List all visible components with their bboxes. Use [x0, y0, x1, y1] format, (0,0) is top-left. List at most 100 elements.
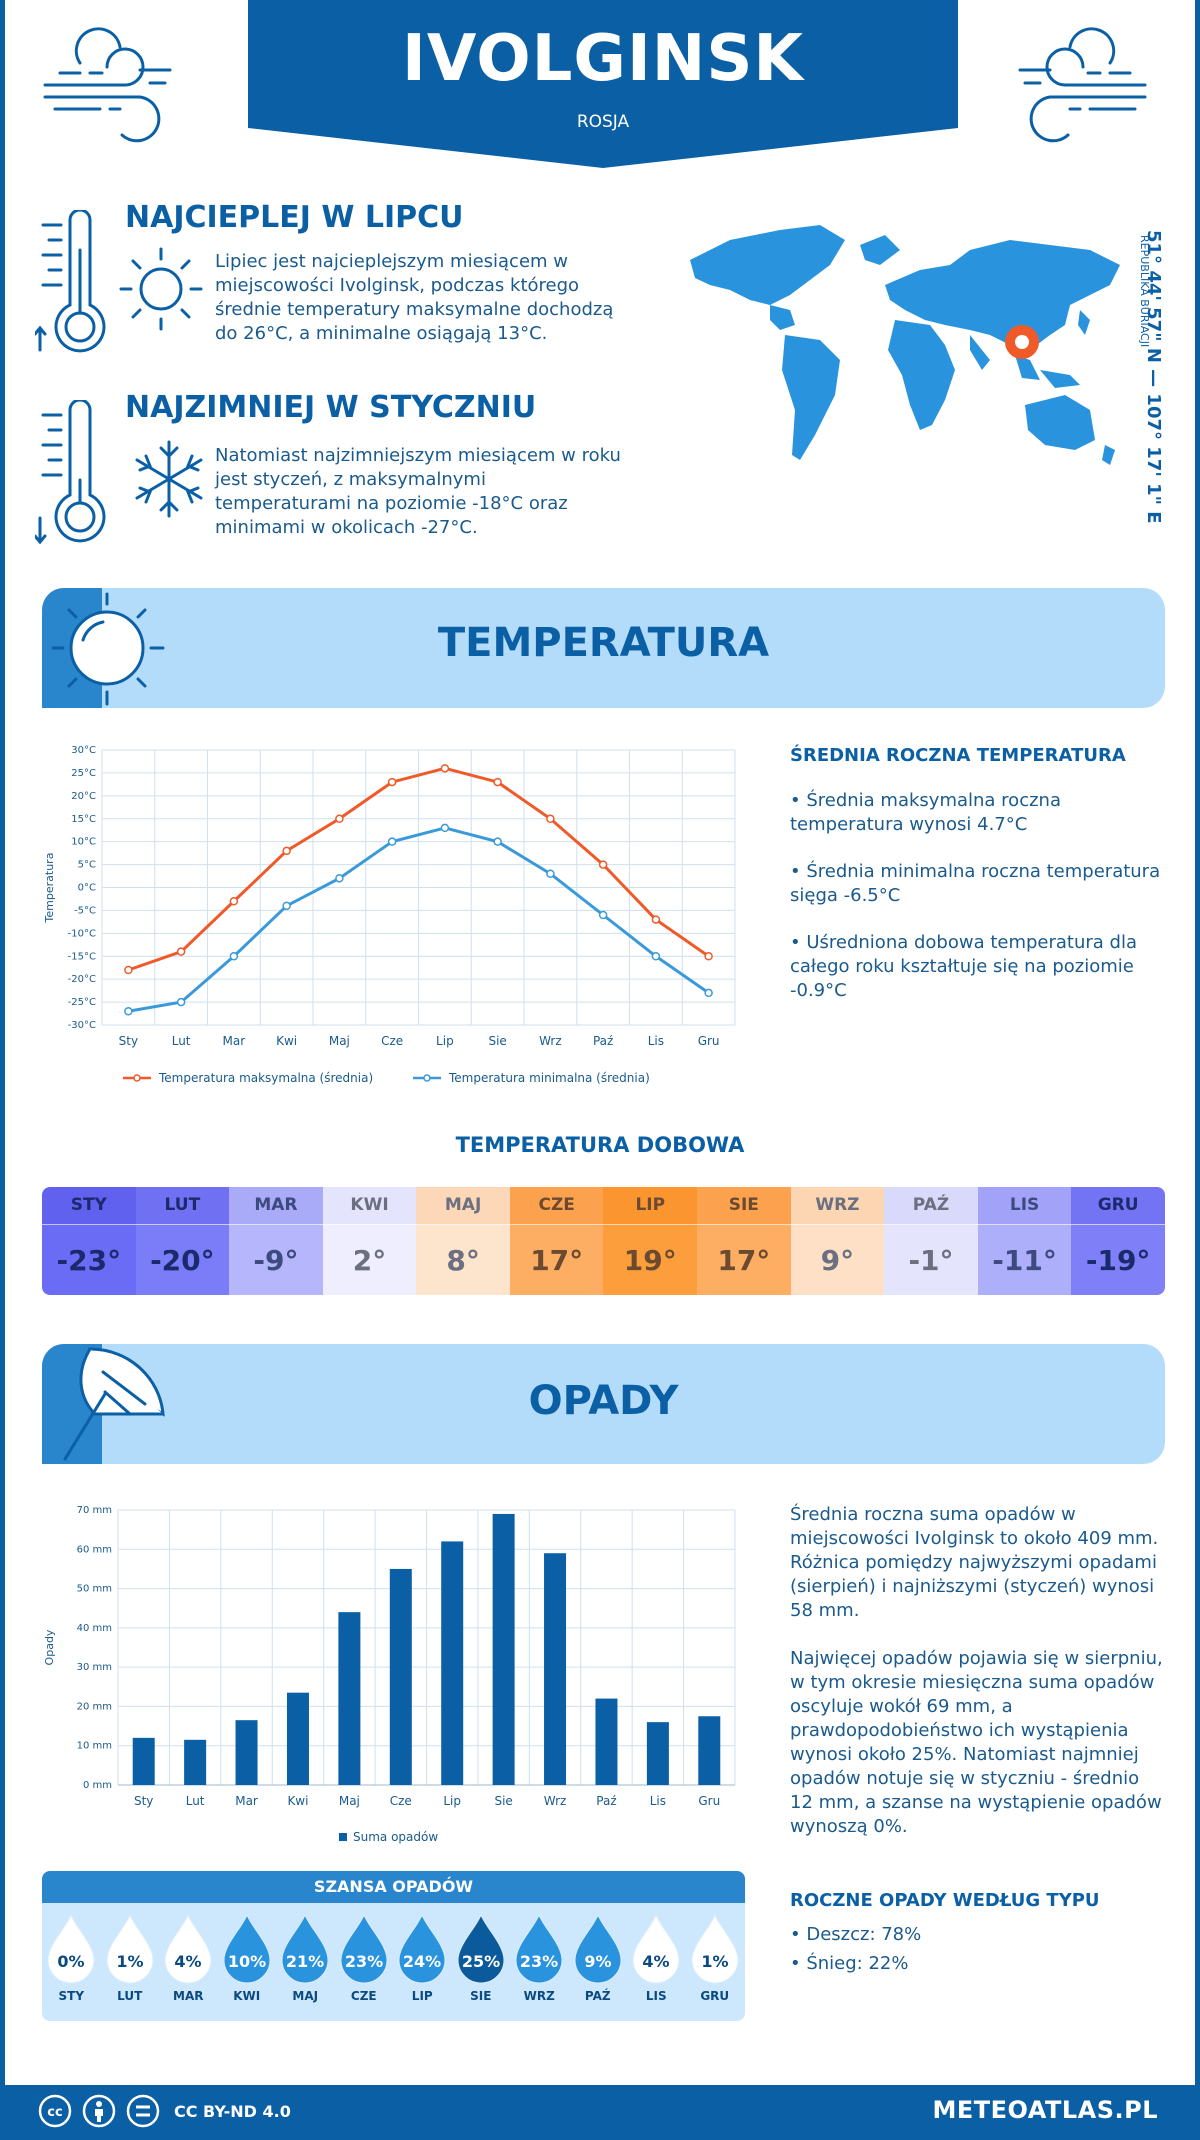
- thermometer-hot-icon: [35, 210, 106, 353]
- daily-temp-value: -20°: [135, 1224, 230, 1295]
- raindrop-icon: 23%: [340, 1913, 388, 1984]
- chance-value: 1%: [701, 1952, 728, 1971]
- daily-temp-value: 17°: [697, 1224, 791, 1295]
- temperature-title: TEMPERATURA: [437, 620, 770, 666]
- y-tick-label: 25°C: [71, 768, 96, 779]
- snowflake-icon: [135, 440, 203, 518]
- daily-temp-column: STY -23°: [42, 1187, 136, 1295]
- x-tick-label: Gru: [698, 1794, 720, 1808]
- daily-temp-month: MAJ: [416, 1187, 510, 1224]
- license-label[interactable]: CC BY-ND 4.0: [174, 2101, 291, 2121]
- precip-bar: [698, 1716, 721, 1785]
- daily-temp-month: SIE: [697, 1187, 791, 1224]
- daily-temperature-table: STY -23° LUT -20° MAR -9° KWI 2° MAJ 8° CZE 17° LIP 1…: [42, 1187, 1165, 1295]
- x-tick-label: Lip: [436, 1034, 454, 1048]
- daily-temp-month: PAŹ: [884, 1187, 978, 1224]
- city-title: IVOLGINSK: [402, 22, 804, 96]
- site-link[interactable]: METEOATLAS.PL: [932, 2096, 1158, 2124]
- raindrop-shape: [281, 1913, 329, 1984]
- daily-temp-value: 2°: [322, 1224, 417, 1295]
- data-point: [493, 777, 502, 787]
- legend-swatch: [339, 1833, 347, 1841]
- warmest-text: Lipiec jest najcieplejszym miesiącem w m…: [215, 251, 614, 344]
- max-temp-line: [127, 766, 710, 972]
- svg-text:cc: cc: [47, 2105, 62, 2120]
- temperature-chart: 30°C 25°C 20°C 15°C 10°C 5°C 0°C -5°C -10°C -15°C…: [43, 745, 736, 1085]
- coldest-text: Natomiast najzimniejszym miesiącem w rok…: [215, 445, 621, 538]
- raindrop-shape: [223, 1913, 271, 1984]
- chance-month: MAR: [173, 1989, 204, 2003]
- chance-value: 10%: [228, 1952, 266, 1971]
- chance-value: 24%: [403, 1952, 441, 1971]
- raindrop-icon: 9%: [574, 1913, 622, 1984]
- chance-value: 25%: [462, 1952, 500, 1971]
- raindrop-icon: 0%: [47, 1913, 95, 1984]
- chance-item: 24% LIP: [393, 1913, 452, 2003]
- chance-month: KWI: [233, 1989, 261, 2003]
- x-tick-label: Lip: [443, 1794, 461, 1808]
- data-point: [704, 952, 713, 961]
- daily-temp-column: PAŹ -1°: [884, 1187, 978, 1295]
- raindrop-shape: [457, 1913, 505, 1984]
- daily-temp-column: GRU -19°: [1071, 1187, 1165, 1295]
- chance-month: MAJ: [292, 1989, 319, 2003]
- precip-type-snow: • Śnieg: 22%: [790, 1953, 909, 1974]
- raindrop-icon: 23%: [515, 1913, 563, 1984]
- x-tick-label: Cze: [390, 1794, 412, 1808]
- x-tick-label: Wrz: [539, 1034, 562, 1048]
- chance-month: PAŹ: [584, 1989, 611, 2003]
- legend-label: Suma opadów: [353, 1830, 438, 1844]
- raindrop-shape: [106, 1913, 154, 1984]
- daily-temp-month: GRU: [1071, 1187, 1165, 1224]
- y-tick-label: 60 mm: [77, 1544, 112, 1555]
- data-point: [176, 997, 186, 1007]
- data-point: [229, 897, 239, 906]
- daily-temp-month: LIP: [603, 1187, 698, 1224]
- sun-icon: [51, 592, 165, 706]
- data-point: [440, 764, 450, 773]
- temperature-band: [42, 588, 1165, 708]
- precip-bar: [235, 1720, 258, 1785]
- data-point: [546, 869, 555, 878]
- data-point: [704, 988, 713, 998]
- x-tick-label: Gru: [698, 1034, 720, 1048]
- no-derivatives-icon[interactable]: [126, 2094, 160, 2128]
- chance-month: LUT: [117, 1989, 143, 2003]
- raindrop-icon: 1%: [691, 1913, 739, 1984]
- x-tick-label: Paź: [593, 1034, 613, 1048]
- precip-bar: [544, 1553, 567, 1785]
- x-tick-label: Lis: [650, 1794, 666, 1808]
- chance-month: WRZ: [523, 1989, 555, 2003]
- daily-temp-column: KWI 2°: [322, 1187, 417, 1295]
- daily-temp-column: CZE 17°: [509, 1187, 604, 1295]
- world-map: [690, 225, 1120, 465]
- y-tick-label: -15°C: [68, 951, 96, 962]
- x-tick-label: Lis: [648, 1034, 664, 1048]
- data-point: [124, 965, 133, 975]
- x-tick-label: Lut: [186, 1794, 205, 1808]
- chance-item: 4% LIS: [627, 1913, 686, 2003]
- daily-temp-value: -23°: [42, 1224, 136, 1295]
- precip-bar: [338, 1612, 361, 1785]
- y-tick-label: 10°C: [71, 837, 96, 848]
- daily-temp-column: WRZ 9°: [790, 1187, 885, 1295]
- daily-temp-value: -19°: [1071, 1224, 1165, 1295]
- daily-temp-month: LUT: [135, 1187, 230, 1224]
- cc-icon[interactable]: cc: [38, 2094, 72, 2128]
- data-point: [124, 1007, 133, 1016]
- precipitation-chance-box: SZANSA OPADÓW 0% STY 1% LUT 4% MAR 10% KWI 21% MA…: [42, 1871, 745, 2021]
- header-banner: [248, 0, 958, 168]
- data-point: [282, 846, 291, 856]
- attribution-icon[interactable]: [82, 2094, 116, 2128]
- chance-month: STY: [58, 1989, 85, 2003]
- y-tick-label: 20 mm: [77, 1701, 112, 1712]
- stat-max: • Średnia maksymalna roczna temperatura …: [790, 790, 1061, 835]
- x-tick-label: Sty: [119, 1034, 138, 1048]
- daily-temp-month: STY: [42, 1187, 136, 1224]
- chance-value: 9%: [584, 1952, 611, 1971]
- legend-marker: [133, 1074, 141, 1082]
- data-point: [176, 947, 186, 956]
- daily-temp-column: SIE 17°: [697, 1187, 791, 1295]
- x-tick-label: Wrz: [544, 1794, 567, 1808]
- data-point: [440, 823, 450, 833]
